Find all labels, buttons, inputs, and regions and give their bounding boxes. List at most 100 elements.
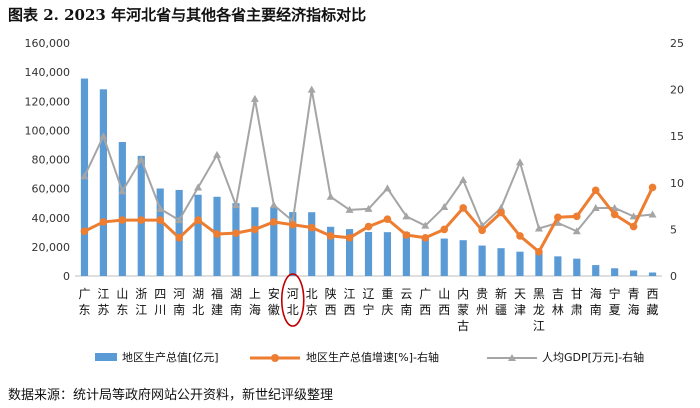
category-label: 江西 (344, 287, 356, 317)
legend-bar-label: 地区生产总值[亿元] (122, 350, 219, 364)
per-capita-gdp-point (648, 210, 657, 218)
gdp-growth-point (478, 226, 486, 235)
category-label: 宁夏 (609, 286, 621, 317)
per-capita-gdp-point (269, 201, 278, 209)
gdp-growth-point (251, 225, 259, 234)
gdp-growth-point (175, 233, 183, 242)
category-label: 吉林 (552, 287, 564, 317)
gdp-growth-point (99, 218, 108, 226)
per-capita-gdp-point (213, 150, 222, 158)
gdp-growth-point (307, 223, 316, 232)
gdp-growth-point (194, 216, 202, 224)
gdp-growth-point (591, 186, 600, 195)
highlight-ellipse (280, 273, 305, 327)
category-label: 福建 (211, 286, 223, 317)
bar (478, 245, 486, 276)
per-capita-gdp-point (194, 183, 203, 191)
category-label: 云南 (400, 287, 412, 317)
category-label: 内蒙古 (457, 287, 469, 333)
category-label: 甘肃 (571, 287, 583, 317)
legend-bar-swatch (95, 353, 117, 361)
bar (99, 89, 108, 276)
bar (535, 252, 543, 276)
bar (554, 256, 562, 276)
per-capita-gdp-point (307, 85, 316, 93)
per-capita-gdp-point (629, 212, 638, 220)
category-label: 陕西 (325, 286, 337, 317)
y-right-tick-label: 20 (670, 84, 684, 97)
gdp-growth-point (118, 216, 127, 224)
per-capita-gdp-point (383, 184, 392, 192)
gdp-growth-point (554, 213, 562, 222)
per-capita-gdp-point (440, 203, 449, 211)
gdp-growth-point (326, 232, 335, 240)
y-right-tick-label: 0 (670, 270, 677, 283)
category-label: 新疆 (495, 286, 507, 317)
per-capita-gdp-point (345, 205, 354, 213)
chart-title: 图表 2. 2023 年河北省与其他各省主要经济指标对比 (8, 6, 367, 24)
per-capita-gdp-point (610, 203, 619, 211)
bar (402, 232, 410, 276)
gdp-growth-point (648, 183, 657, 192)
y-right-tick-label: 5 (670, 223, 677, 236)
category-label: 浙江 (135, 287, 147, 317)
bar (137, 155, 145, 276)
per-capita-gdp-point (534, 224, 543, 232)
legend-percap-label: 人均GDP[万元]-右轴 (542, 350, 644, 364)
per-capita-gdp-point (459, 176, 468, 184)
category-label: 山西 (438, 287, 450, 317)
y-left-tick-label: 80,000 (32, 154, 71, 167)
bar (629, 270, 638, 276)
per-capita-gdp-point (553, 218, 562, 226)
gdp-growth-point (364, 222, 373, 231)
gdp-growth-point (345, 233, 354, 242)
per-capita-gdp-point (515, 158, 524, 166)
bar (270, 207, 278, 276)
category-label: 贵州 (476, 287, 488, 317)
per-capita-gdp-point (175, 216, 184, 224)
bar (383, 232, 392, 276)
per-capita-gdp-point (118, 187, 127, 195)
per-capita-gdp-point (326, 192, 335, 200)
legend-growth-label: 地区生产总值增速[%]-右轴 (306, 350, 439, 364)
y-left-tick-label: 60,000 (32, 183, 71, 196)
per-capita-gdp-point (572, 227, 581, 235)
category-label: 四川 (154, 287, 166, 317)
y-left-tick-label: 120,000 (25, 95, 71, 108)
category-label: 西藏 (647, 287, 659, 317)
bar (308, 212, 316, 276)
gdp-growth-point (80, 227, 89, 236)
gdp-growth-point (156, 216, 165, 224)
source-note: 数据来源：统计局等政府网站公开资料，新世纪评级整理 (8, 388, 334, 403)
gdp-growth-point (232, 229, 240, 237)
category-label: 重庆 (381, 287, 393, 317)
bar (194, 194, 202, 276)
bar (232, 203, 240, 276)
per-capita-gdp-point (80, 172, 89, 180)
gdp-growth-point (383, 215, 392, 223)
category-label: 山东 (116, 287, 128, 317)
bar (156, 188, 164, 276)
category-label: 天津 (514, 287, 526, 317)
gdp-growth-point (440, 225, 449, 234)
per-capita-gdp-point (497, 203, 506, 211)
gdp-growth-point (497, 208, 505, 217)
gdp-growth-point (402, 231, 411, 239)
bar (327, 226, 335, 276)
per-capita-gdp-point (156, 204, 165, 212)
y-left-tick-label: 20,000 (32, 241, 71, 254)
category-label: 河南 (173, 287, 185, 317)
category-label: 青海 (628, 287, 640, 317)
category-label: 海南 (590, 286, 602, 317)
gdp-growth-point (459, 204, 467, 212)
category-label: 湖北 (192, 286, 204, 317)
bar (440, 238, 448, 276)
y-left-tick-label: 0 (63, 270, 70, 283)
gdp-growth-point (629, 222, 638, 231)
category-label: 北京 (306, 287, 318, 317)
bar (118, 142, 126, 276)
category-label: 河北 (287, 287, 299, 317)
per-capita-gdp-point (137, 155, 146, 163)
gdp-growth-point (213, 230, 221, 238)
